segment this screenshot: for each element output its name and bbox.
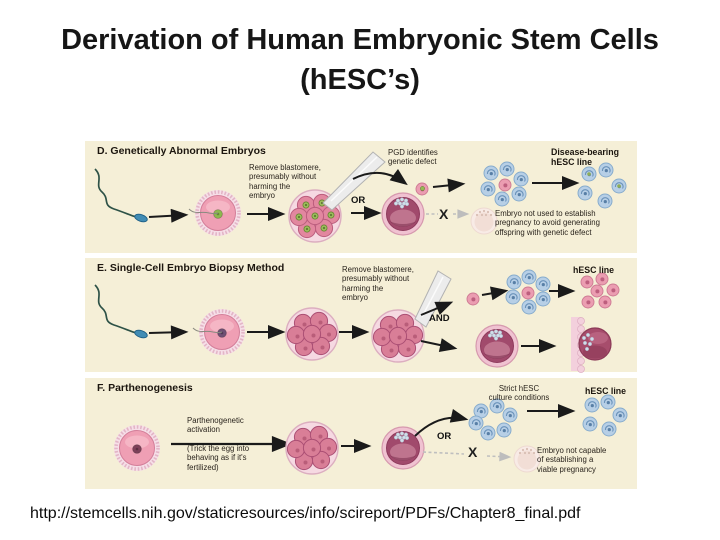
sperm-icon <box>94 284 150 341</box>
rejected-path-dash <box>422 451 465 455</box>
flow-arrow <box>414 409 469 437</box>
blastocyst-illustration <box>381 192 425 236</box>
panel-d-title: D. Genetically Abnormal Embryos <box>97 145 266 157</box>
panel-e-hesc-line-label: hESC line <box>573 265 615 275</box>
panel-e-graphics <box>94 269 620 373</box>
panel-f-trick-label: (Trick the egg into behaving as if it's … <box>187 444 250 472</box>
slide-subtitle: (hESC’s) <box>300 64 420 96</box>
hesc-line-pink-illustration <box>580 272 620 309</box>
panel-f-activation-label: Parthenogenetic activation <box>187 416 244 435</box>
hesc-derivation-figure: D. Genetically Abnormal Embryos Remove b… <box>85 141 637 489</box>
sperm-icon <box>94 168 150 225</box>
flow-arrow <box>148 325 189 340</box>
panel-f-background <box>85 378 637 489</box>
hesc-colony-illustration <box>505 269 551 315</box>
unfertilized-egg-illustration <box>112 423 162 473</box>
flow-arrow <box>352 169 408 186</box>
panel-d-or-label: OR <box>351 195 366 206</box>
panel-d-x-mark: X <box>439 206 449 222</box>
flow-arrow <box>148 208 189 223</box>
panel-e-and-label: AND <box>429 313 450 324</box>
flow-arrow <box>420 301 454 316</box>
flow-arrow <box>432 178 466 193</box>
hesc-line-blue-illustration <box>582 394 628 437</box>
source-url: http://stemcells.nih.gov/staticresources… <box>30 505 581 522</box>
pgd-cell-illustration <box>415 182 429 196</box>
flow-arrow <box>481 286 509 301</box>
panel-d-not-used-label: Embryo not used to establish pregnancy t… <box>495 209 600 237</box>
panel-e-title: E. Single-Cell Embryo Biopsy Method <box>97 262 285 274</box>
morula-embryo-illustration <box>285 307 339 361</box>
blastocyst-illustration <box>475 324 519 368</box>
panel-d-remove-blastomere-label: Remove blastomere, presumably without ha… <box>249 163 321 201</box>
faded-embryo-illustration <box>470 207 498 235</box>
disease-hesc-line-illustration <box>577 162 627 209</box>
panel-d-pgd-label: PGD identifies genetic defect <box>388 148 438 167</box>
rejected-path-arrow <box>486 451 512 462</box>
blastomere-cell-illustration <box>466 292 480 306</box>
title-block: Derivation of Human Embryonic Stem Cells… <box>0 20 720 100</box>
panel-f-not-capable-label: Embryo not capable of establishing a via… <box>537 446 607 474</box>
panel-f-graphics <box>112 394 628 475</box>
implanted-embryo-illustration <box>571 317 612 373</box>
sperm-tail-in-egg <box>192 327 223 334</box>
hesc-colony-illustration <box>468 398 518 441</box>
slide-title: Derivation of Human Embryonic Stem Cells <box>61 24 659 56</box>
panel-f-strict-label: Strict hESC culture conditions <box>488 384 550 403</box>
flow-arrow <box>420 338 458 352</box>
morula-embryo-illustration <box>285 421 339 475</box>
hesc-colony-illustration <box>480 161 529 207</box>
panel-e-remove-blastomere-label: Remove blastomere, presumably without ha… <box>342 265 414 303</box>
panel-f-x-mark: X <box>468 444 478 460</box>
panel-d-background <box>85 141 637 253</box>
panel-f-hesc-line-label: hESC line <box>585 386 627 396</box>
panel-d-graphics <box>94 151 627 243</box>
panel-d-disease-line-label: Disease-bearing hESC line <box>551 147 619 167</box>
sperm-tail-in-egg <box>188 208 219 215</box>
figure-illustration <box>94 151 628 475</box>
panel-f-or-label: OR <box>437 431 452 442</box>
panel-f-title: F. Parthenogenesis <box>97 382 193 394</box>
